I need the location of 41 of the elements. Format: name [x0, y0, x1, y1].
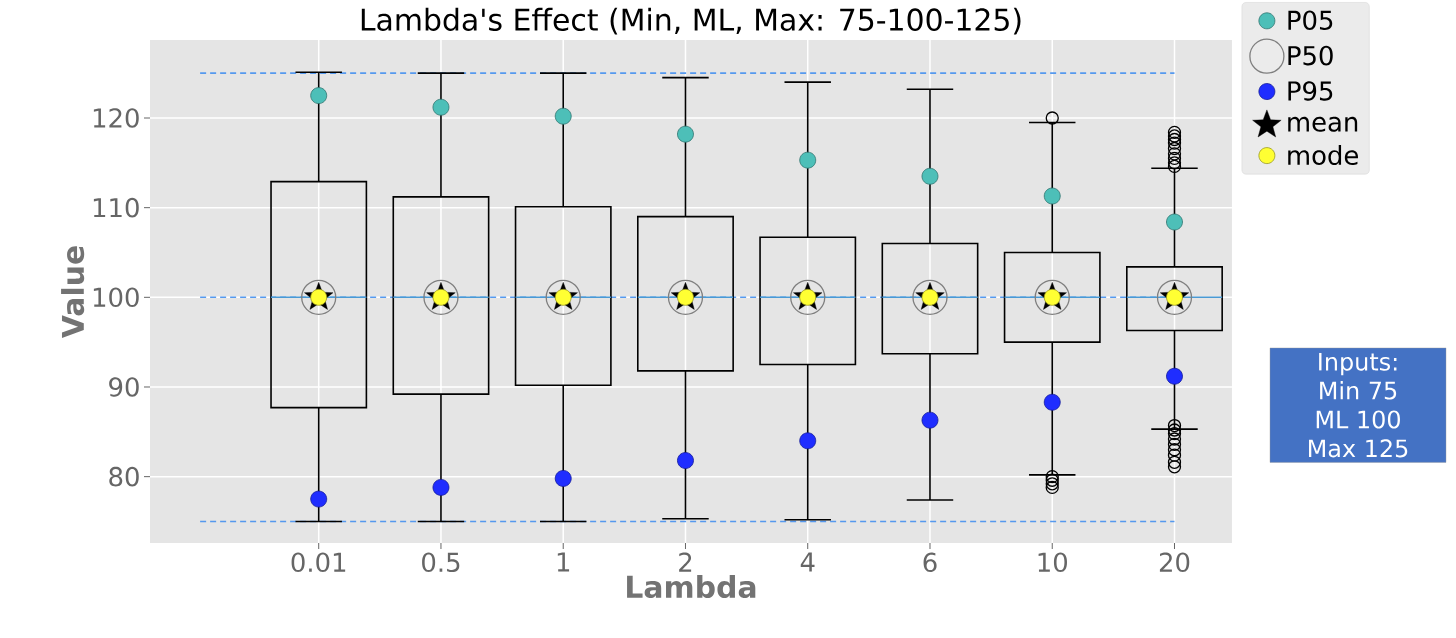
- x-tick-label: 0.5: [422, 552, 460, 573]
- x-axis-title: Lambda: [627, 574, 756, 599]
- x-tick-label: 2: [679, 552, 692, 572]
- y-tick-label: 90: [109, 377, 139, 397]
- point: [799, 432, 817, 450]
- point: [554, 107, 572, 125]
- legend-label: mean: [1288, 116, 1358, 132]
- point: [554, 470, 572, 487]
- legend-label: P95: [1288, 81, 1333, 101]
- point: [921, 167, 939, 185]
- y-tick-label: 100: [93, 287, 139, 308]
- text: ML 100: [1316, 410, 1400, 429]
- y-tick-label: 110: [93, 197, 139, 218]
- point: [1043, 187, 1061, 205]
- point: [677, 125, 694, 143]
- x-tick-label: 20: [1159, 552, 1190, 573]
- x-tick-label: 10: [1038, 552, 1067, 573]
- point: [799, 151, 817, 169]
- legend-label: mode: [1288, 145, 1358, 166]
- point: [1166, 213, 1183, 231]
- text: Min 75: [1320, 381, 1397, 400]
- x-tick-label: 1: [557, 552, 570, 572]
- text: Inputs:: [1319, 352, 1397, 376]
- x-tick-label: 6: [923, 552, 937, 573]
- point: [921, 411, 939, 429]
- legend-label: P05: [1288, 10, 1333, 31]
- point: [432, 479, 450, 496]
- point: [1166, 367, 1183, 385]
- chart-title: Lambda's Effect (Min, ML, Max: 75-100-125): [361, 7, 1021, 35]
- legend-label: P50: [1288, 45, 1333, 66]
- x-tick-label: 0.01: [291, 552, 346, 573]
- point: [432, 98, 450, 116]
- point: [1043, 393, 1061, 411]
- y-axis-title: Value: [61, 246, 85, 339]
- point: [677, 452, 694, 469]
- text: Max 125: [1309, 439, 1408, 458]
- x-tick-label: 4: [800, 552, 815, 572]
- y-tick-label: 80: [109, 466, 139, 487]
- y-tick-label: 120: [93, 108, 139, 128]
- point: [310, 87, 328, 104]
- point: [310, 490, 328, 508]
